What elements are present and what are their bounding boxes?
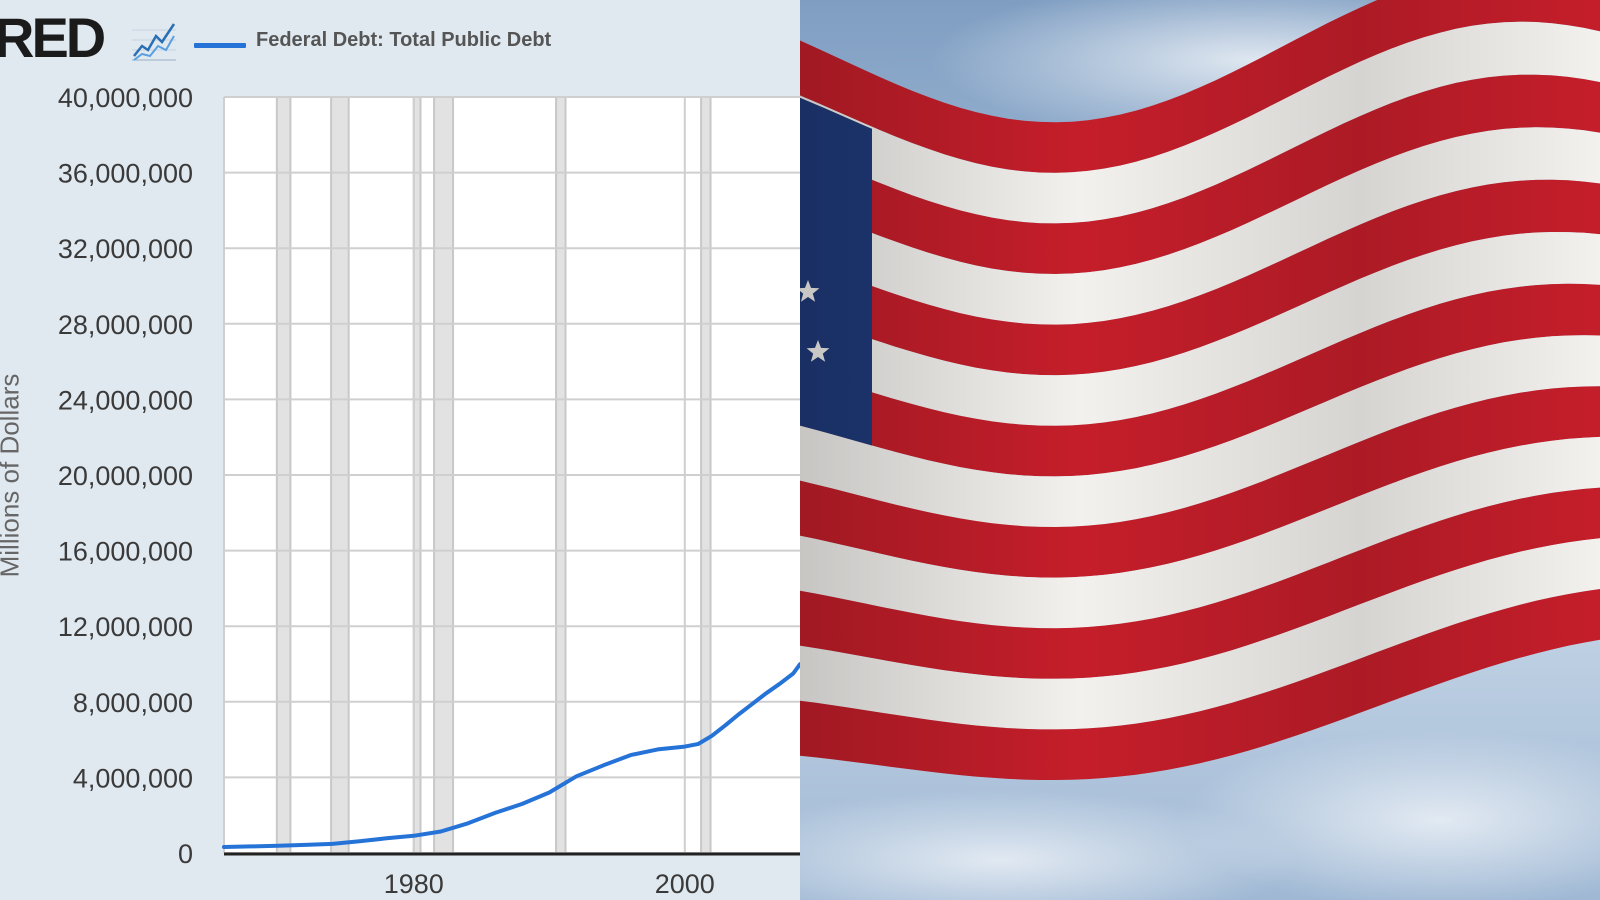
legend-swatch	[194, 43, 246, 48]
american-flag-photo	[800, 0, 1600, 900]
chart-header: RED Federal Debt: Total Public Debt	[0, 8, 800, 68]
y-tick-label: 4,000,000	[73, 763, 193, 793]
x-tick-label: 2000	[655, 869, 715, 899]
y-tick-label: 40,000,000	[58, 83, 193, 113]
y-tick-label: 20,000,000	[58, 461, 193, 491]
y-tick-label: 16,000,000	[58, 537, 193, 567]
line-graph-icon	[132, 18, 176, 62]
series-line-federal-debt	[222, 662, 800, 849]
chart-plot: 0 4,000,000 8,000,000 12,000,000 16,000,000 2…	[58, 83, 800, 899]
y-tick-label: 8,000,000	[73, 688, 193, 718]
x-tick-label: 1980	[384, 869, 444, 899]
fred-logo: RED	[0, 6, 106, 69]
y-axis-label: Millions of Dollars	[0, 373, 25, 578]
fred-chart-panel: 0 4,000,000 8,000,000 12,000,000 16,000,000 2…	[0, 0, 800, 900]
y-tick-label: 24,000,000	[58, 385, 193, 415]
y-tick-label: 0	[178, 839, 193, 869]
cloud	[800, 790, 1300, 900]
flag-shading	[800, 0, 1600, 780]
american-flag-image	[800, 0, 1600, 900]
y-tick-label: 36,000,000	[58, 159, 193, 189]
legend-label: Federal Debt: Total Public Debt	[256, 29, 552, 51]
y-tick-label: 12,000,000	[58, 612, 193, 642]
y-tick-label: 28,000,000	[58, 310, 193, 340]
y-tick-label: 32,000,000	[58, 234, 193, 264]
